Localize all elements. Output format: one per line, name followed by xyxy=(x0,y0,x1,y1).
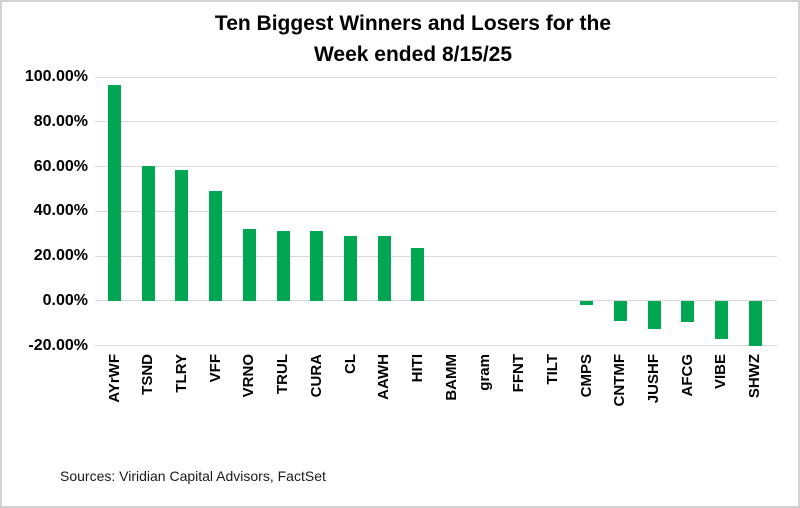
x-label-VFF: VFF xyxy=(206,354,224,383)
bar-SHWZ xyxy=(748,300,762,347)
x-label-TLRY: TLRY xyxy=(172,354,190,393)
chart-title-line2: Week ended 8/15/25 xyxy=(313,43,513,66)
x-label-AFCG: AFCG xyxy=(678,354,696,397)
x-label-JUSHF: JUSHF xyxy=(645,354,663,404)
y-axis-label: 60.00% xyxy=(33,157,88,175)
y-axis-label: 40.00% xyxy=(33,202,88,220)
gridline-80 xyxy=(95,121,777,123)
x-label-SHWZ: SHWZ xyxy=(746,354,764,399)
x-label-CNTMF: CNTMF xyxy=(611,354,629,407)
x-label-CMPS: CMPS xyxy=(577,354,595,398)
bar-VFF xyxy=(209,190,223,301)
bar-HITI xyxy=(411,247,425,301)
y-axis-label: 0.00% xyxy=(42,291,88,309)
bar-CURA xyxy=(310,231,324,301)
gridline-0 xyxy=(95,300,777,302)
source-note: Sources: Viridian Capital Advisors, Fact… xyxy=(60,468,326,484)
x-label-CURA: CURA xyxy=(307,354,325,398)
gridline-40 xyxy=(95,210,777,212)
chart-title-line1: Ten Biggest Winners and Losers for the xyxy=(214,12,612,35)
bar-TSND xyxy=(141,166,155,301)
x-label-BAMM: BAMM xyxy=(442,354,460,401)
x-label-CL: CL xyxy=(341,354,359,374)
gridline-20 xyxy=(95,255,777,257)
x-label-VIBE: VIBE xyxy=(712,354,730,390)
gridline--20 xyxy=(95,345,777,346)
bar-VRNO xyxy=(242,229,256,301)
y-axis-label: 80.00% xyxy=(33,112,88,130)
x-label-gram: gram xyxy=(476,354,494,391)
x-label-AYrWF: AYrWF xyxy=(105,354,123,403)
y-axis-label: -20.00% xyxy=(28,336,88,354)
bar-CNTMF xyxy=(613,300,627,321)
x-label-AAWH: AAWH xyxy=(375,354,393,400)
x-label-TILT: TILT xyxy=(543,354,561,385)
x-label-TRUL: TRUL xyxy=(274,354,292,394)
x-label-VRNO: VRNO xyxy=(240,354,258,398)
bar-TLRY xyxy=(175,169,189,301)
bar-AAWH xyxy=(377,236,391,301)
y-axis-label: 20.00% xyxy=(33,247,88,264)
x-label-FFNT: FFNT xyxy=(510,354,528,393)
gridline-100 xyxy=(95,76,777,78)
x-label-TSND: TSND xyxy=(139,354,157,395)
bar-TRUL xyxy=(276,230,290,301)
bar-CMPS xyxy=(580,300,594,305)
bar-AYrWF xyxy=(108,85,121,301)
bar-JUSHF xyxy=(647,300,661,330)
gridline-60 xyxy=(95,166,777,167)
bar-AFCG xyxy=(681,300,695,322)
y-axis-label: 100.00% xyxy=(24,68,88,85)
x-label-HITI: HITI xyxy=(408,354,426,383)
bar-CL xyxy=(344,236,358,301)
bar-VIBE xyxy=(714,300,728,340)
chart-title: Ten Biggest Winners and Losers for the W… xyxy=(2,8,798,70)
